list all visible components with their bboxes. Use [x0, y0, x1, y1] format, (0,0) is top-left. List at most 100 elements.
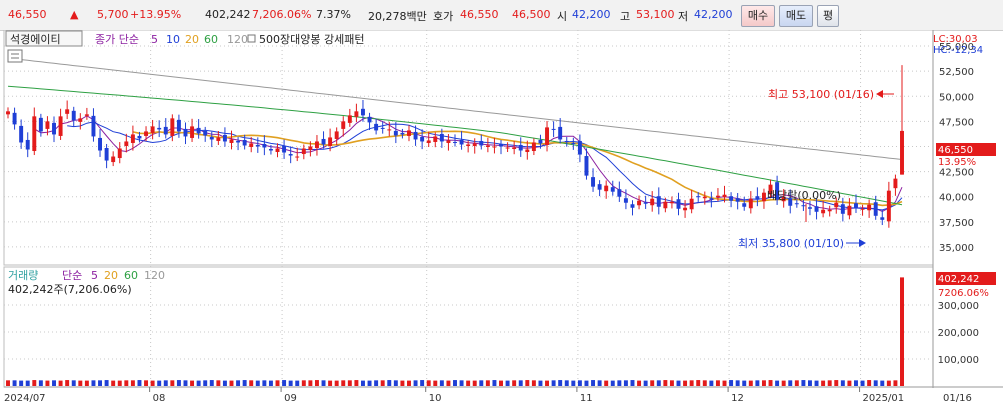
candle-body	[630, 204, 635, 208]
candle-body	[512, 147, 517, 149]
volume-tag-text: 402,242	[938, 274, 979, 285]
candle-body	[229, 139, 234, 143]
evaluate-button[interactable]: 평	[817, 5, 839, 27]
volume-bar	[597, 380, 602, 386]
volume-bar	[854, 380, 858, 386]
volume-bar	[748, 380, 753, 386]
candle-body	[807, 207, 812, 209]
candle-body	[157, 127, 162, 130]
volume-bar	[144, 380, 149, 386]
candle-body	[170, 118, 175, 136]
candle-body	[426, 140, 431, 143]
pattern-label: 500장대양봉 강세패턴	[259, 33, 364, 46]
candle-body	[788, 198, 793, 206]
sell-button[interactable]: 매도	[779, 5, 813, 27]
price-tick-label: 40,000	[939, 193, 974, 204]
volume-bar	[91, 380, 96, 386]
volume-pct: 7,206.06%	[252, 8, 312, 21]
x-tick-label: 10	[429, 393, 442, 404]
candle-body	[163, 126, 168, 135]
candle-body	[413, 131, 418, 140]
candle-body	[176, 119, 181, 132]
buy-button[interactable]: 매수	[741, 5, 775, 27]
volume-bar	[360, 380, 365, 386]
candle-body	[111, 156, 116, 163]
volume-tick-label: 200,000	[938, 328, 979, 339]
volume-value: 402,242	[205, 8, 251, 21]
volume-bar	[433, 380, 438, 386]
volume-bar	[873, 380, 878, 386]
candle-body	[775, 182, 780, 200]
volume-bars	[6, 277, 904, 386]
candle-body	[124, 141, 129, 146]
volume-bar	[295, 380, 300, 386]
candle-body	[374, 123, 379, 131]
candle-body	[623, 198, 628, 203]
candle-body	[321, 138, 326, 145]
candle-body	[360, 108, 365, 116]
candle-body	[308, 146, 313, 151]
candle-body	[479, 140, 484, 146]
volume-bar	[183, 380, 188, 386]
high-annotation: 최고 53,100 (01/16)	[768, 88, 874, 101]
candle-body	[354, 111, 359, 117]
options-box-icon[interactable]	[7, 49, 23, 63]
volume-bar	[505, 380, 510, 386]
volume-bar	[387, 380, 392, 386]
candle-body	[262, 143, 267, 148]
candle-body	[98, 137, 103, 151]
candle-body	[203, 130, 208, 136]
volume-bar	[347, 380, 352, 386]
price-tick-label: 47,500	[939, 117, 974, 128]
open-price: 42,200	[572, 8, 611, 21]
volume-bar	[255, 380, 260, 386]
candle-body	[591, 177, 596, 187]
x-axis-ticks: 2024/07 08 09 10 11 12 2025/01 01/16	[4, 387, 972, 404]
x-tick-label: 09	[284, 393, 297, 404]
candle-body	[459, 139, 464, 145]
candle-body	[886, 190, 891, 222]
volume-bar	[58, 380, 63, 386]
candle-body	[893, 178, 898, 189]
stock-name-box[interactable]	[5, 30, 83, 47]
volume-bar	[209, 380, 214, 386]
x-tick-label: 01/16	[943, 393, 972, 404]
stock-chart[interactable]: 55,00052,50050,00047,50045,00042,50040,0…	[0, 30, 1003, 405]
high-label: 고	[620, 10, 631, 23]
volume-bar	[203, 380, 208, 386]
candle-body	[768, 184, 773, 195]
stock-name: 석경에이티	[10, 33, 61, 46]
candle-body	[6, 111, 10, 115]
candle-body	[104, 147, 109, 161]
candle-body	[492, 146, 497, 148]
volume-bar	[78, 380, 83, 386]
volume-bar	[499, 380, 503, 386]
high-price: 53,100	[636, 8, 675, 21]
candle-body	[637, 200, 642, 206]
volume-bar	[617, 380, 622, 386]
volume-bar	[38, 380, 43, 386]
candle-body	[400, 132, 405, 135]
volume-bar	[722, 380, 727, 386]
candle-body	[91, 115, 96, 137]
volume-bar	[32, 380, 37, 386]
candle-body	[282, 145, 287, 153]
candle-body	[387, 129, 392, 131]
candle-body	[821, 209, 826, 214]
volume-bar	[222, 380, 227, 386]
candle-body	[617, 189, 622, 197]
candle-body	[676, 199, 681, 209]
volume-bar	[45, 380, 50, 386]
volume-bar	[867, 380, 872, 386]
volume-info: 402,242주(7,206.06%)	[8, 283, 132, 296]
candle-body	[709, 198, 714, 200]
pattern-checkbox-icon[interactable]	[247, 34, 256, 43]
candle-body	[71, 110, 76, 121]
price-change-pct: +13.95%	[130, 8, 182, 21]
ma20-line	[132, 130, 903, 207]
volume-bar	[584, 380, 589, 386]
volume-bar	[755, 380, 760, 386]
volume-bar	[367, 380, 372, 386]
volume-bar	[551, 380, 556, 386]
candle-body	[525, 149, 530, 153]
